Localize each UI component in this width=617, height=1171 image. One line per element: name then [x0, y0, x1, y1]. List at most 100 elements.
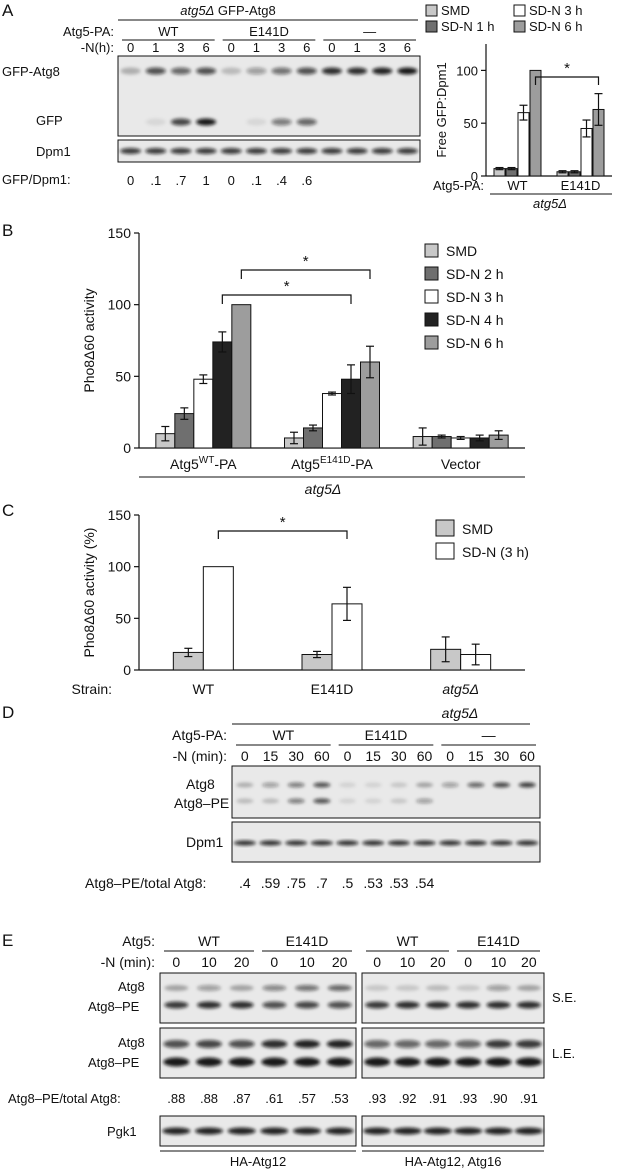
lane-time-3: 6: [202, 40, 209, 55]
legend-swatch-2: [513, 4, 526, 17]
lane-group-0: WT: [272, 727, 294, 743]
ratio-6: .53: [389, 875, 409, 891]
band-dpm1-5: [245, 148, 267, 154]
panel-e-time-7: 10: [400, 954, 416, 970]
band-pgk1-6: [363, 1127, 392, 1135]
panel-e-ratio-8: .91: [429, 1091, 447, 1106]
y-tick-label-3: 150: [108, 225, 132, 241]
panel-a-chart-strain: atg5Δ: [533, 196, 567, 211]
panel-d-label: D: [2, 703, 14, 722]
panel-e-time-3: 0: [270, 954, 278, 970]
band-e-atg8pe-le-3: [261, 1057, 288, 1067]
band-label-atg8-se: Atg8: [118, 979, 145, 994]
band-atg8-pe-4: [339, 798, 356, 804]
band-e-atg8pe-le-0: [163, 1057, 190, 1067]
band-e-atg8-se-4: [295, 985, 319, 991]
band-atg8-pe-3: [313, 798, 331, 804]
band-gfp-atg8-3: [196, 67, 217, 75]
band-atg8-9: [467, 782, 485, 788]
panel-e-time-6: 0: [373, 954, 381, 970]
band-dpm1-d-2: [285, 840, 308, 846]
band-e-atg8pe-le-8: [424, 1057, 451, 1067]
band-e-atg8-le-1: [196, 1040, 222, 1048]
panel-b-sig-2-star: *: [284, 278, 290, 295]
panel-d-n-label: -N (min):: [173, 748, 227, 764]
lane-time-6: 3: [278, 40, 285, 55]
band-e-atg8pe-se-11: [516, 1001, 541, 1009]
gfp-dpm1-ratio-label: GFP/Dpm1:: [2, 172, 71, 187]
band-label-atg8: Atg8: [186, 776, 215, 792]
y-tick-label-3: 150: [108, 507, 132, 523]
band-dpm1-d-5: [362, 840, 385, 846]
band-e-atg8-le-4: [294, 1040, 320, 1048]
band-atg8-1: [262, 782, 279, 788]
lane-time-10: 30: [494, 748, 510, 764]
y-tick-label-2: 100: [456, 63, 478, 78]
band-dpm1-10: [371, 148, 393, 154]
band-e-atg8-le-3: [261, 1040, 288, 1048]
band-label-dpm1: Dpm1: [36, 144, 71, 159]
band-e-atg8-le-8: [424, 1040, 451, 1048]
bar-0-1: [202, 566, 234, 671]
panel-d-dpm1-blot: [231, 821, 541, 863]
ratio-4: .5: [342, 875, 354, 891]
ratio-5: .53: [363, 875, 383, 891]
panel-c-category-1: E141D: [311, 681, 354, 697]
band-label-pgk1: Pgk1: [107, 1124, 137, 1139]
band-e-atg8pe-le-6: [364, 1057, 391, 1067]
legend-label-1: SD-N 1 h: [441, 19, 494, 34]
band-gfp-atg8-6: [271, 67, 292, 75]
band-e-atg8-se-2: [229, 985, 254, 991]
band-dpm1-d-6: [387, 840, 410, 846]
panel-c-legend-label-1: SD-N (3 h): [462, 544, 529, 560]
lane-time-9: 1: [353, 40, 360, 55]
band-dpm1-0: [120, 148, 142, 154]
y-tick-label-2: 100: [108, 559, 132, 575]
panel-c: C 0 50 100 150 Pho8Δ60 activity (%) Strain: WT…: [2, 501, 529, 697]
y-tick-label-1: 50: [464, 116, 478, 131]
bar-0-3: [529, 69, 542, 177]
band-dpm1-9: [346, 148, 368, 154]
panel-e-n-label: -N (min):: [101, 954, 155, 970]
panel-d-atg8-blot: [231, 765, 541, 819]
ratio-3: .7: [316, 875, 328, 891]
band-pgk1-1: [195, 1127, 223, 1135]
band-pgk1-10: [484, 1127, 513, 1135]
band-e-atg8pe-se-10: [486, 1001, 511, 1009]
lane-time-1: 15: [263, 748, 279, 764]
band-e-atg8pe-le-5: [326, 1057, 353, 1067]
panel-c-legend: SMD SD-N (3 h): [435, 519, 529, 560]
panel-d-atg5pa-label: Atg5-PA:: [172, 727, 227, 743]
panel-b-legend-label-4: SD-N 6 h: [446, 335, 504, 351]
band-pgk1-4: [293, 1127, 321, 1135]
bar-0-2: [193, 378, 214, 449]
band-pgk1-2: [227, 1127, 256, 1135]
band-e-atg8pe-le-1: [196, 1057, 222, 1067]
panel-e-time-9: 0: [464, 954, 472, 970]
band-atg8-7: [416, 782, 433, 788]
panel-e-pgk1-blot-right: [361, 1115, 545, 1147]
band-dpm1-d-0: [233, 840, 256, 846]
panel-a-chart-atg5pa-label: Atg5-PA:: [433, 178, 484, 193]
panel-e-ratio-6: .93: [368, 1091, 386, 1106]
band-e-atg8-se-1: [197, 985, 221, 991]
bar-1-2: [322, 393, 342, 449]
band-e-atg8-se-0: [164, 985, 189, 991]
band-e-atg8pe-se-1: [197, 1001, 221, 1009]
band-dpm1-d-8: [439, 840, 462, 846]
panel-b-legend-label-0: SMD: [446, 243, 477, 259]
panel-b-category-0: Atg5WT-PA: [170, 455, 237, 472]
panel-c-legend-swatch-1: [435, 542, 455, 560]
band-e-atg8pe-le-4: [294, 1057, 320, 1067]
band-gfp-atg8-7: [296, 67, 317, 75]
band-gfp-atg8-4: [221, 67, 242, 75]
band-gfp-1: [145, 118, 166, 126]
ratio-5: .1: [251, 173, 262, 188]
ratio-7: .6: [301, 173, 312, 188]
panel-d-strain: atg5Δ: [442, 705, 479, 721]
panel-e-time-0: 0: [172, 954, 180, 970]
panel-e-label: E: [2, 931, 13, 950]
band-gfp-5: [246, 118, 267, 126]
panel-c-strain-label: Strain:: [72, 681, 112, 697]
lane-time-11: 6: [404, 40, 411, 55]
